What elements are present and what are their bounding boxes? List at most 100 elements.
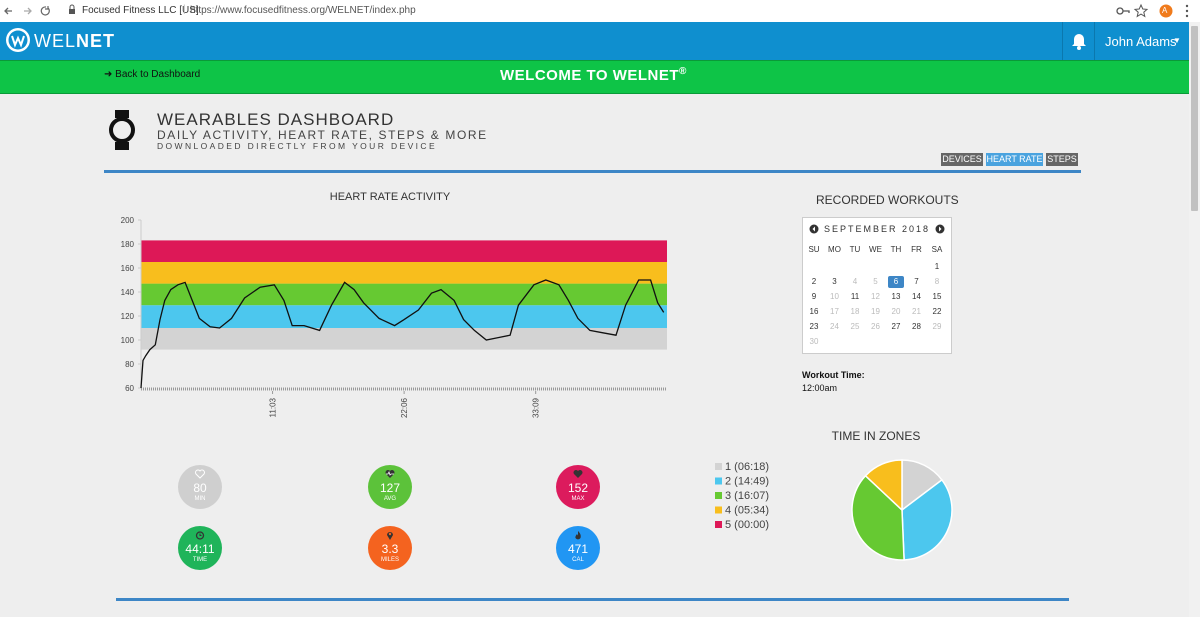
banner-title-text: WELCOME TO WELNET [500,67,680,84]
tab[interactable]: STEPS [1046,153,1078,166]
stat-circle: 471 CAL [556,526,600,570]
workout-time: 12:00am [802,383,838,393]
legend-swatch [715,463,722,470]
day[interactable]: 1 [934,262,940,271]
zone-band [141,240,667,262]
y-tick-label: 180 [121,240,135,249]
day[interactable]: 7 [914,277,919,286]
scroll-thumb[interactable] [1191,26,1198,211]
scrollbar [1189,22,1200,617]
workout-time-label: Workout Time: [802,370,865,380]
zone-band [141,328,667,350]
day: 29 [932,322,942,331]
tab[interactable]: DEVICES [941,153,983,166]
divider-line [104,170,1081,173]
legend-swatch [715,477,722,485]
banner: ➜︎ Back to Dashboard WELCOME TO WELNET® [0,60,1190,94]
day: 10 [830,292,839,301]
weekday: MO [828,245,841,254]
browser-icons [4,3,1189,18]
x-tick-label: 11:03 [269,397,278,417]
y-tick-label: 60 [125,384,134,393]
day: 8 [934,277,940,286]
x-tick-label: 22:06 [400,397,409,418]
stat-label: AVG [383,496,397,502]
day: 24 [830,322,839,331]
dashboard-title: WEARABLES DASHBOARD [157,110,395,129]
day: 20 [891,307,901,316]
chart-title: TIME IN ZONES [832,429,921,443]
registered-mark: ® [679,66,687,77]
logo[interactable]: WELNET [34,31,115,52]
dashboard-note: DOWNLOADED DIRECTLY FROM YOUR DEVICE [157,141,438,151]
avatar[interactable]: A [1162,6,1168,15]
stat-circle: 44:11 TIME [178,526,222,570]
logo-light: WEL [34,31,77,51]
zone-band [141,283,667,306]
stat-icon [573,470,583,478]
site-name: Focused Fitness LLC [US] [82,5,199,16]
day: 21 [912,307,921,316]
chart-title: HEART RATE ACTIVITY [330,191,451,203]
day[interactable]: 13 [891,292,901,301]
stat-label: TIME [192,557,208,563]
stat-icon [387,532,393,540]
day: 18 [850,307,860,316]
heart-rate-line [140,279,665,389]
separator: | [183,4,186,15]
day[interactable]: 11 [850,292,860,301]
heart-rate-chart: HEART RATE ACTIVITY 60 80 100 120 140 160 180 2… [121,191,667,418]
bell-icon[interactable] [1070,32,1088,50]
day: 30 [809,337,819,346]
day[interactable]: 16 [809,307,819,316]
weekday: TU [849,245,861,254]
legend-label: 3 (16:07) [725,490,769,502]
next-month[interactable] [935,224,945,234]
day[interactable]: 3 [832,277,837,286]
pie-slice [864,459,903,512]
stat-value: 80 [193,481,207,495]
legend-swatch [715,521,722,528]
prev-month[interactable] [809,224,819,234]
top-bar: WELNET John Adams ▼ [0,22,1200,60]
stat-circle: 3.3 MILES [368,526,412,570]
y-tick-label: 100 [121,336,135,345]
day[interactable]: 27 [891,322,901,331]
day: 12 [871,292,880,301]
y-tick-label: 160 [121,264,135,273]
y-tick-label: 120 [121,312,135,321]
tab[interactable]: HEART RATE [986,153,1043,166]
divider-line [116,598,1069,601]
day[interactable]: 22 [932,307,942,316]
legend-swatch [715,492,722,499]
stat-circle: 152 MAX [556,465,600,509]
divider [1094,22,1095,60]
day[interactable]: 9 [811,292,817,301]
stat-label: MILES [380,557,399,563]
stat-value: 471 [567,542,589,556]
weekday: TH [890,245,902,254]
logo-icon [6,28,30,52]
day: 4 [852,277,858,286]
back-text: Back to Dashboard [115,69,201,80]
stat-circle: 127 AVG [368,465,412,509]
day: 25 [850,322,860,331]
watch-icon [109,110,135,150]
stat-icon [575,531,581,540]
browser-bar: Focused Fitness LLC [US] | https://www.f… [0,0,1200,23]
day: 5 [873,277,878,286]
stat-circle: 80 MIN [178,465,222,509]
logo-bold: NET [76,31,116,51]
legend-label: 1 (06:18) [725,461,769,473]
stat-label: MAX [571,496,585,502]
user-name[interactable]: John Adams [1105,34,1177,49]
day[interactable]: 28 [912,322,921,331]
back-link[interactable]: ➜︎ Back to Dashboard [104,69,201,80]
legend-swatch [715,506,722,514]
day[interactable]: 15 [932,292,942,301]
day[interactable]: 23 [809,322,819,331]
day[interactable]: 14 [912,292,921,301]
day[interactable]: 6 [888,276,904,288]
day[interactable]: 2 [811,277,817,286]
url[interactable]: https://www.focusedfitness.org/WELNET/in… [190,5,416,16]
